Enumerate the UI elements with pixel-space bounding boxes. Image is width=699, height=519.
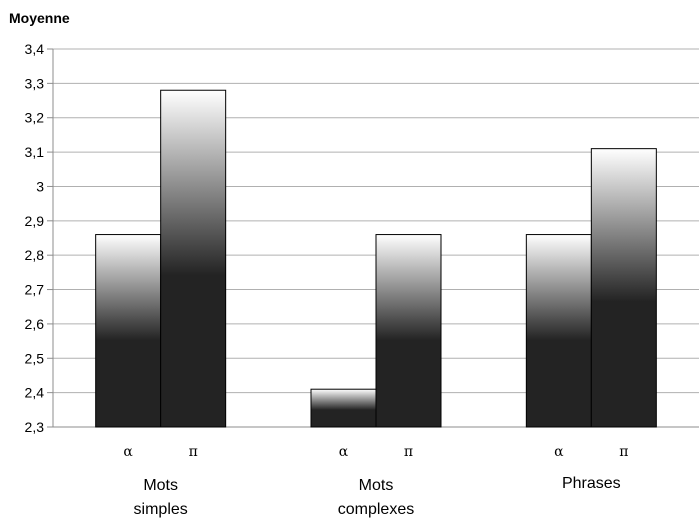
y-tick-label: 2,7 bbox=[25, 282, 45, 298]
category-label: Mots bbox=[143, 477, 178, 494]
y-axis-title: Moyenne bbox=[9, 10, 70, 26]
y-tick-label: 2,3 bbox=[25, 419, 45, 435]
x-labels: α π Mots simples α π Mots complexes α π Phrases bbox=[123, 444, 628, 518]
y-tick-label: 2,8 bbox=[25, 247, 45, 263]
category-label: Mots bbox=[359, 477, 394, 494]
y-tick-label: 3,4 bbox=[25, 41, 45, 57]
y-tick-label: 3,2 bbox=[25, 110, 45, 126]
bars bbox=[95, 89, 657, 428]
bar bbox=[160, 89, 227, 428]
y-tick-label: 2,6 bbox=[25, 316, 45, 332]
y-tick-labels: 2,3 2,4 2,5 2,6 2,7 2,8 2,9 3 3,1 3,2 3,3 3,4 bbox=[25, 41, 45, 435]
bar bbox=[375, 234, 442, 428]
bar-sublabel: π bbox=[404, 444, 413, 460]
y-tick-label: 3,1 bbox=[25, 144, 45, 160]
category-label: simples bbox=[134, 501, 188, 518]
bar-sublabel: α bbox=[554, 444, 564, 460]
y-tick-label: 3 bbox=[36, 178, 44, 194]
y-tick-label: 2,4 bbox=[25, 385, 45, 401]
y-tick-label: 2,9 bbox=[25, 213, 45, 229]
bar bbox=[590, 148, 657, 428]
category-label: Phrases bbox=[562, 475, 621, 492]
bar-sublabel: π bbox=[619, 444, 628, 460]
bar bbox=[525, 234, 592, 428]
bar-sublabel: π bbox=[189, 444, 198, 460]
category-label: complexes bbox=[338, 501, 414, 518]
bar-sublabel: α bbox=[123, 444, 133, 460]
bar bbox=[95, 234, 162, 428]
y-tick-label: 3,3 bbox=[25, 75, 45, 91]
y-tick-label: 2,5 bbox=[25, 350, 45, 366]
bar bbox=[310, 388, 377, 428]
bar-sublabel: α bbox=[339, 444, 349, 460]
